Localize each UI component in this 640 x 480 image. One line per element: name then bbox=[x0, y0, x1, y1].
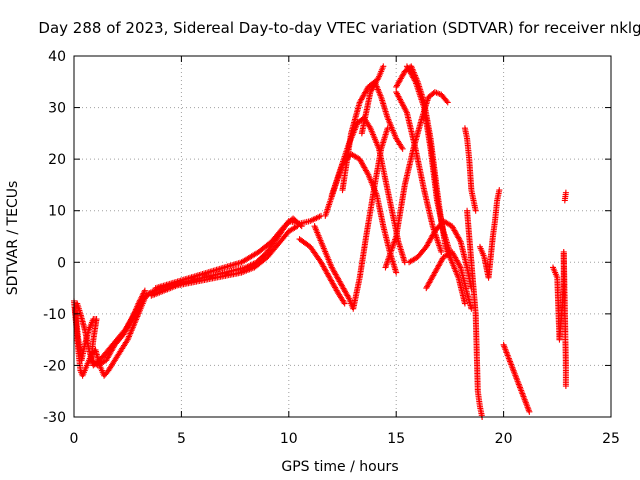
data-point bbox=[399, 145, 406, 152]
x-tick-label: 15 bbox=[387, 431, 405, 447]
data-point bbox=[297, 222, 304, 229]
data-point bbox=[139, 295, 146, 302]
data-point bbox=[461, 300, 468, 307]
y-tick-label: 40 bbox=[48, 49, 66, 65]
data-point bbox=[341, 300, 348, 307]
x-axis-ticks: 0 5 10 15 20 25 bbox=[70, 56, 620, 447]
y-tick-label: 20 bbox=[48, 152, 66, 168]
data-point bbox=[384, 125, 391, 132]
data-point bbox=[562, 383, 569, 390]
data-point bbox=[472, 207, 479, 214]
y-tick-label: -30 bbox=[43, 410, 66, 426]
x-tick-label: 0 bbox=[70, 431, 79, 447]
data-point bbox=[411, 77, 418, 84]
series-dawn-rise-2 bbox=[148, 223, 301, 299]
data-point bbox=[141, 289, 148, 296]
data-point bbox=[438, 248, 445, 255]
series-late-scatter bbox=[476, 187, 533, 415]
series-arc-3 bbox=[322, 150, 400, 276]
y-tick-label: 30 bbox=[48, 101, 66, 117]
series-arc-7 bbox=[382, 89, 451, 271]
series-early-cluster-c bbox=[74, 295, 146, 369]
series-late-tail bbox=[461, 125, 479, 214]
data-point bbox=[444, 99, 451, 106]
series-late-drop bbox=[464, 207, 486, 420]
x-axis-label: GPS time / hours bbox=[281, 459, 398, 475]
data-point bbox=[345, 293, 352, 300]
data-point bbox=[380, 63, 387, 70]
data-point bbox=[443, 98, 450, 105]
data-point bbox=[141, 287, 148, 294]
data-point bbox=[375, 75, 382, 82]
x-tick-label: 5 bbox=[177, 431, 186, 447]
series-arc-6 bbox=[358, 63, 387, 137]
grid-lines bbox=[74, 56, 611, 417]
series-dawn-rise-3 bbox=[152, 215, 305, 292]
series-late-arc-2 bbox=[423, 248, 475, 312]
y-axis-label: SDTVAR / TECUs bbox=[5, 181, 21, 296]
y-axis-ticks: -30 -20 -10 0 10 20 30 40 bbox=[43, 49, 611, 426]
data-point bbox=[496, 187, 503, 194]
y-tick-label: -20 bbox=[43, 358, 66, 374]
data-point bbox=[292, 224, 299, 231]
plot-frame bbox=[73, 55, 612, 418]
data-points bbox=[71, 63, 569, 420]
data-point bbox=[456, 237, 463, 244]
data-point bbox=[526, 408, 533, 415]
data-point bbox=[138, 296, 145, 303]
series-arc-5 bbox=[339, 78, 406, 194]
data-point bbox=[140, 290, 147, 297]
data-point bbox=[456, 263, 463, 270]
series-arc-10 bbox=[403, 63, 453, 255]
y-tick-label: -10 bbox=[43, 307, 66, 323]
x-tick-label: 10 bbox=[280, 431, 298, 447]
y-tick-label: 0 bbox=[57, 255, 66, 271]
y-tick-label: 10 bbox=[48, 204, 66, 220]
chart-title: Day 288 of 2023, Sidereal Day-to-day VTE… bbox=[38, 19, 640, 37]
data-point bbox=[364, 170, 371, 177]
series-end-cluster bbox=[550, 189, 569, 390]
x-tick-label: 25 bbox=[602, 431, 620, 447]
data-point bbox=[393, 269, 400, 276]
data-point bbox=[298, 223, 305, 230]
x-tick-label: 20 bbox=[495, 431, 513, 447]
data-point bbox=[562, 189, 569, 196]
series-arc-1 bbox=[296, 236, 348, 307]
